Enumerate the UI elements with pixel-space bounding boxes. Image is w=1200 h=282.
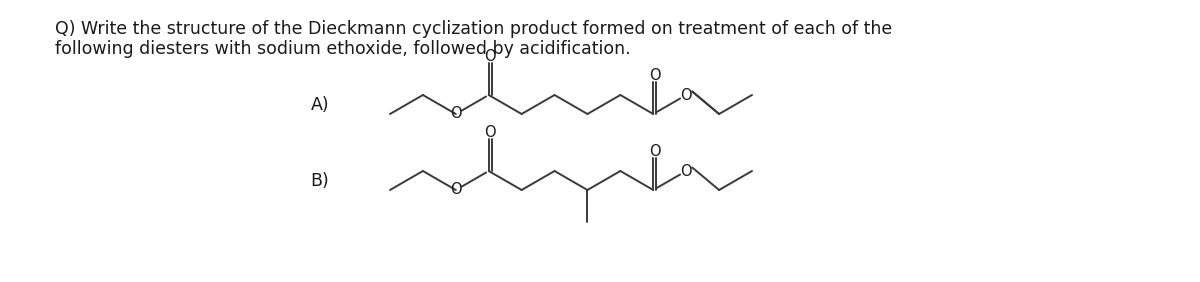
Text: B): B) xyxy=(311,171,329,190)
Text: following diesters with sodium ethoxide, followed by acidification.: following diesters with sodium ethoxide,… xyxy=(55,40,631,58)
Text: Q) Write the structure of the Dieckmann cyclization product formed on treatment : Q) Write the structure of the Dieckmann … xyxy=(55,20,893,38)
Text: O: O xyxy=(485,125,496,140)
Text: O: O xyxy=(450,182,462,197)
Text: O: O xyxy=(680,87,692,102)
Text: O: O xyxy=(649,144,660,159)
Text: O: O xyxy=(680,164,692,179)
Text: O: O xyxy=(649,68,660,83)
Text: O: O xyxy=(485,49,496,64)
Text: A): A) xyxy=(311,96,329,113)
Text: O: O xyxy=(450,107,462,122)
